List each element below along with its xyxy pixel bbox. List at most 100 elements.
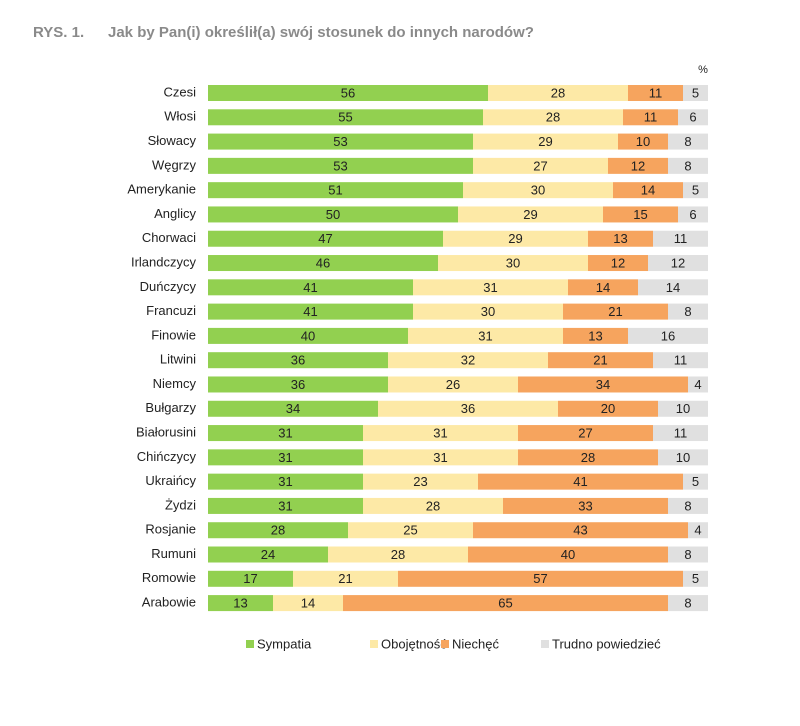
value-label: 13 <box>613 231 627 246</box>
bar-segment <box>363 473 478 490</box>
value-label: 8 <box>684 596 691 611</box>
bar-segment <box>208 570 293 587</box>
value-label: 31 <box>478 328 492 343</box>
value-label: 36 <box>291 377 305 392</box>
bar-segment <box>668 546 708 563</box>
value-label: 32 <box>461 353 475 368</box>
value-label: 53 <box>333 134 347 149</box>
bar-segment <box>348 522 473 539</box>
value-label: 8 <box>684 134 691 149</box>
bar-segment <box>343 595 668 612</box>
value-label: 21 <box>593 353 607 368</box>
legend-label: Sympatia <box>257 636 312 651</box>
bar-segment <box>363 425 518 442</box>
value-label: 11 <box>674 425 688 440</box>
category-label: Słowacy <box>148 133 197 148</box>
value-label: 28 <box>271 523 285 538</box>
value-label: 14 <box>301 596 315 611</box>
value-label: 28 <box>426 498 440 513</box>
bar-segment <box>683 85 708 101</box>
value-label: 31 <box>433 450 447 465</box>
bar-segment <box>668 595 708 612</box>
value-label: 5 <box>692 474 699 489</box>
value-label: 29 <box>523 207 537 222</box>
category-label: Francuzi <box>146 303 196 318</box>
category-label: Rosjanie <box>145 522 196 537</box>
value-label: 28 <box>391 547 405 562</box>
value-label: 11 <box>649 85 663 100</box>
bar-segment <box>208 85 488 101</box>
bar-segment <box>208 425 363 442</box>
bar-segment <box>688 522 708 539</box>
unit-label: % <box>698 64 708 76</box>
bar-segment <box>603 206 678 223</box>
value-label: 30 <box>481 304 495 319</box>
bar-segment <box>548 352 653 369</box>
bar-segment <box>518 376 688 393</box>
bar-segment <box>648 255 708 272</box>
value-label: 21 <box>608 304 622 319</box>
bar-segment <box>208 546 328 563</box>
category-label: Amerykanie <box>127 182 196 197</box>
value-label: 53 <box>333 158 347 173</box>
value-label: 29 <box>508 231 522 246</box>
bar-segment <box>683 473 708 490</box>
bar-segment <box>208 522 348 539</box>
legend-label: Niechęć <box>452 636 499 651</box>
value-label: 28 <box>551 85 565 100</box>
bar-segment <box>208 497 363 514</box>
bar-segment <box>638 279 708 296</box>
chart-title: Jak by Pan(i) określił(a) swój stosunek … <box>108 24 534 41</box>
category-label: Czesi <box>163 84 196 99</box>
bar-segment <box>208 449 363 466</box>
category-label: Litwini <box>160 352 196 367</box>
value-label: 30 <box>531 183 545 198</box>
value-label: 5 <box>692 85 699 100</box>
bar-segment <box>658 449 708 466</box>
value-label: 33 <box>578 498 592 513</box>
value-label: 34 <box>596 377 610 392</box>
bar-segment <box>563 327 628 344</box>
value-label: 31 <box>278 474 292 489</box>
legend-label: Obojętność <box>381 636 447 651</box>
bar-segment <box>668 497 708 514</box>
category-label: Finowie <box>151 327 196 342</box>
value-label: 41 <box>573 474 587 489</box>
value-label: 8 <box>684 304 691 319</box>
bar-segment <box>563 303 668 320</box>
bar-segment <box>208 157 473 174</box>
category-label: Irlandczycy <box>131 254 197 269</box>
bar-segment <box>588 230 653 247</box>
value-label: 24 <box>261 547 275 562</box>
value-label: 46 <box>316 255 330 270</box>
value-label: 43 <box>573 523 587 538</box>
legend-swatch <box>541 640 549 648</box>
figure-label: RYS. 1. <box>33 24 84 41</box>
category-label: Niemcy <box>153 376 197 391</box>
category-label: Arabowie <box>142 595 196 610</box>
category-label: Duńczycy <box>140 279 197 294</box>
value-label: 20 <box>601 401 615 416</box>
legend-label: Trudno powiedzieć <box>552 636 661 651</box>
bar-segment <box>468 546 668 563</box>
value-label: 10 <box>676 401 690 416</box>
bar-segment <box>608 157 668 174</box>
value-label: 15 <box>633 207 647 222</box>
category-label: Anglicy <box>154 206 196 221</box>
bar-segment <box>473 157 608 174</box>
bar-segment <box>653 425 708 442</box>
value-label: 12 <box>611 255 625 270</box>
category-label: Ukraińcy <box>145 473 196 488</box>
value-label: 5 <box>692 571 699 586</box>
bar-segment <box>208 279 413 296</box>
value-label: 4 <box>694 377 701 392</box>
value-label: 11 <box>674 231 688 246</box>
value-label: 31 <box>278 425 292 440</box>
bar-segment <box>668 303 708 320</box>
value-label: 31 <box>483 280 497 295</box>
bar-segment <box>273 595 343 612</box>
bar-segment <box>683 570 708 587</box>
bar-segment <box>208 376 388 393</box>
value-label: 10 <box>676 450 690 465</box>
bar-segment <box>568 279 638 296</box>
